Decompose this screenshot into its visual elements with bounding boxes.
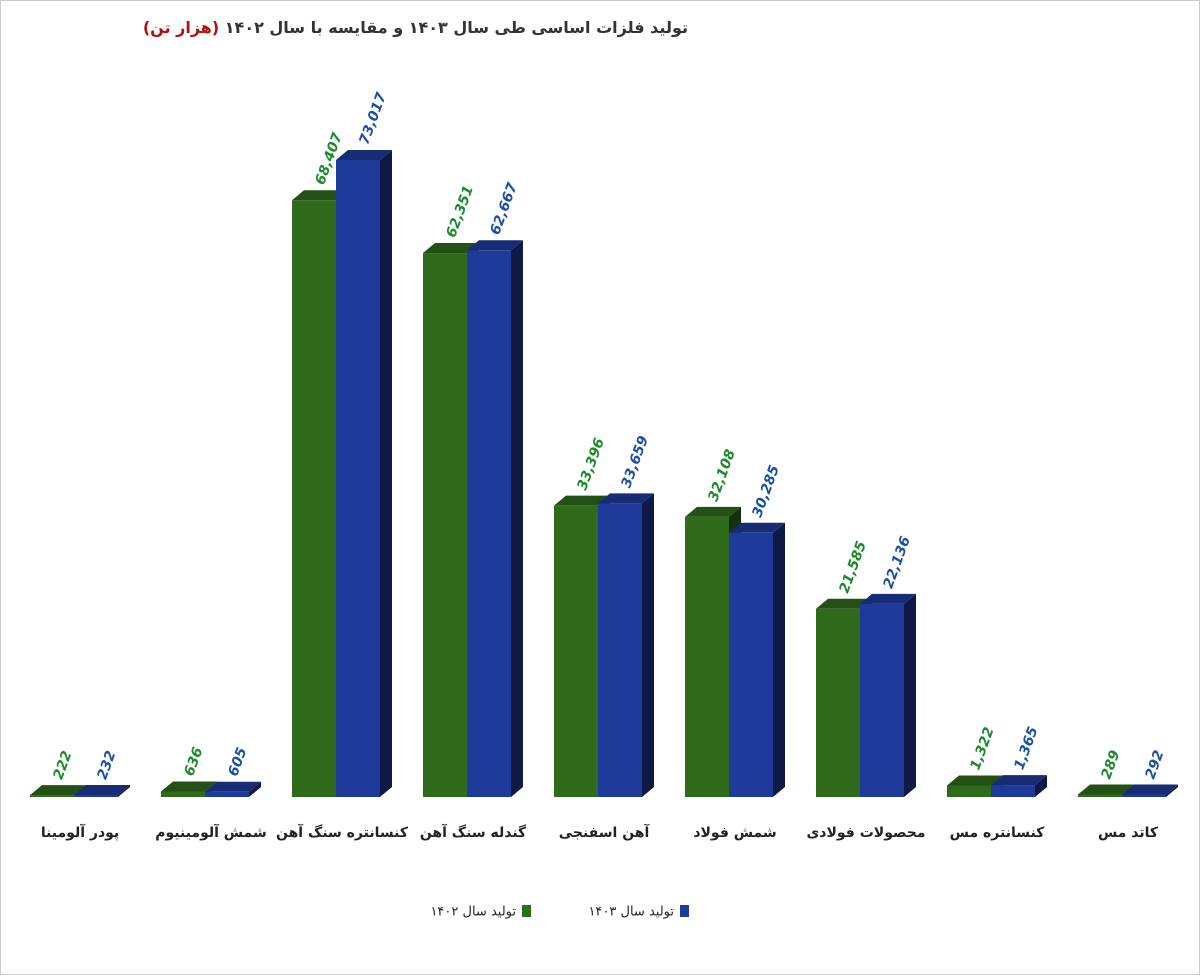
bar-top — [336, 150, 392, 160]
bar-side — [380, 150, 392, 797]
bar — [947, 785, 991, 797]
bar-top — [30, 785, 86, 796]
bar-side — [904, 593, 916, 797]
bar — [1078, 794, 1122, 797]
bar-top — [554, 495, 610, 506]
bar-top — [467, 240, 523, 251]
bar-side — [249, 781, 261, 797]
chart-title: تولید فلزات اساسی طی سال ۱۴۰۳ و مقایسه ب… — [143, 18, 688, 37]
bar — [554, 505, 598, 797]
bar-top — [685, 506, 741, 517]
bar-side — [773, 522, 785, 797]
bar — [205, 791, 249, 797]
x-tick-label: شمش آلومینیوم — [155, 823, 267, 841]
x-tick-label: گندله سنگ آهن — [420, 823, 527, 841]
bar — [729, 532, 773, 797]
bar — [598, 503, 642, 797]
bar-top — [161, 781, 217, 792]
bar — [74, 794, 118, 797]
bar — [860, 603, 904, 797]
bar — [30, 795, 74, 797]
bar-top — [205, 781, 261, 792]
x-tick-label: شمش فولاد — [693, 825, 776, 841]
bar-top — [423, 243, 479, 254]
bar-top — [1078, 784, 1134, 795]
x-tick-label: محصولات فولادی — [806, 825, 925, 841]
x-tick-label: کاتد مس — [1098, 825, 1159, 841]
bar-top — [729, 522, 785, 533]
bar — [423, 253, 467, 797]
x-tick-label: کنسانتره مس — [950, 825, 1045, 841]
bar — [685, 516, 729, 797]
bar-side — [511, 240, 523, 798]
bar-top — [598, 493, 654, 504]
bar — [816, 608, 860, 797]
bar — [991, 785, 1035, 797]
bar-side — [642, 493, 654, 797]
bar-top — [292, 190, 348, 201]
bar — [161, 791, 205, 797]
bar-top — [860, 593, 916, 604]
bar-top — [816, 598, 872, 609]
x-tick-label: کنسانتره سنگ آهن — [276, 823, 409, 841]
bar — [467, 250, 511, 798]
bar — [1122, 794, 1166, 797]
bar — [292, 200, 336, 797]
bar-side — [1166, 784, 1178, 797]
x-tick-label: پودر آلومینا — [41, 823, 119, 841]
bar-side — [118, 784, 130, 797]
title-unit: (هزار تن) — [143, 18, 219, 37]
bar-top — [74, 784, 130, 795]
bar-top — [1122, 784, 1178, 795]
x-tick-label: آهن اسفنجی — [559, 823, 651, 841]
legend-swatch — [522, 905, 531, 917]
title-text: تولید فلزات اساسی طی سال ۱۴۰۳ و مقایسه ب… — [225, 18, 688, 37]
legend-swatch — [680, 905, 689, 917]
legend-label: تولید سال ۱۴۰۲ — [430, 905, 516, 920]
bar-top — [947, 775, 1003, 786]
legend-label: تولید سال ۱۴۰۳ — [588, 905, 674, 920]
bar-top — [991, 775, 1047, 786]
bar-side — [1035, 775, 1047, 797]
bar — [336, 160, 380, 797]
